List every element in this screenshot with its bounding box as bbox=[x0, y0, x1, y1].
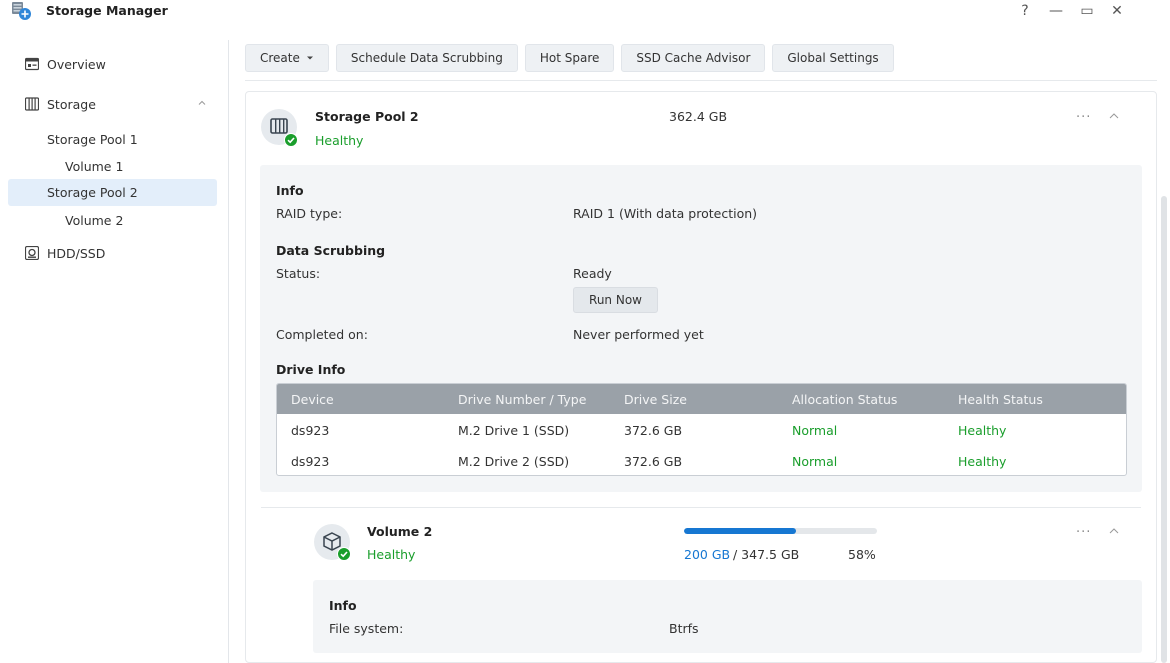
cell-drive-size: 372.6 GB bbox=[624, 454, 683, 469]
pool-status: Healthy bbox=[315, 133, 364, 148]
ssd-cache-advisor-button[interactable]: SSD Cache Advisor bbox=[621, 44, 766, 72]
sidebar-item-label: Volume 2 bbox=[65, 213, 124, 228]
sidebar-item-volume-1[interactable]: Volume 1 bbox=[8, 153, 217, 180]
cell-device: ds923 bbox=[291, 423, 330, 438]
caret-down-icon bbox=[306, 56, 313, 60]
toolbar: Create Schedule Data Scrubbing Hot Spare… bbox=[245, 44, 894, 72]
volume-used: 200 GB bbox=[684, 547, 731, 562]
scrub-status-value: Ready bbox=[573, 266, 612, 281]
chevron-up-icon[interactable] bbox=[197, 98, 207, 108]
collapse-chevron-icon[interactable] bbox=[1108, 112, 1120, 120]
column-header-health-status[interactable]: Health Status bbox=[958, 392, 1043, 407]
volume-info-title: Info bbox=[329, 598, 357, 613]
create-label: Create bbox=[260, 51, 300, 65]
maximize-button[interactable]: ▭ bbox=[1080, 3, 1094, 19]
run-now-button[interactable]: Run Now bbox=[573, 287, 658, 313]
volume-name: Volume 2 bbox=[367, 524, 433, 539]
sidebar-item-label: Storage Pool 1 bbox=[47, 132, 138, 147]
completed-on-value: Never performed yet bbox=[573, 327, 704, 342]
completed-on-label: Completed on: bbox=[276, 327, 368, 342]
healthy-check-icon bbox=[284, 133, 298, 147]
hdd-icon bbox=[25, 246, 39, 260]
storage-manager-app-icon bbox=[12, 2, 31, 20]
volume-usage-fill bbox=[684, 528, 796, 534]
sidebar-item-storage-pool-1[interactable]: Storage Pool 1 bbox=[8, 126, 217, 153]
data-scrubbing-title: Data Scrubbing bbox=[276, 243, 386, 258]
column-header-device[interactable]: Device bbox=[291, 392, 334, 407]
pool-name: Storage Pool 2 bbox=[315, 109, 419, 124]
storage-icon bbox=[25, 97, 39, 111]
table-header: Device Drive Number / Type Drive Size Al… bbox=[277, 384, 1126, 414]
title-bar: Storage Manager ? — ▭ ✕ bbox=[0, 0, 1170, 24]
file-system-value: Btrfs bbox=[669, 621, 699, 636]
sidebar-item-label: HDD/SSD bbox=[47, 246, 106, 261]
scrub-status-label: Status: bbox=[276, 266, 321, 281]
cell-drive-number: M.2 Drive 1 (SSD) bbox=[458, 423, 570, 438]
volume-total: / 347.5 GB bbox=[733, 547, 800, 562]
help-button[interactable]: ? bbox=[1021, 3, 1029, 19]
sidebar-item-label: Overview bbox=[47, 57, 106, 72]
info-section-title: Info bbox=[276, 183, 304, 198]
volume-usage-bar bbox=[684, 528, 877, 534]
scrollbar[interactable] bbox=[1161, 196, 1167, 663]
file-system-label: File system: bbox=[329, 621, 404, 636]
volume-percent: 58% bbox=[848, 547, 876, 562]
cell-health-status: Healthy bbox=[958, 423, 1007, 438]
sidebar bbox=[0, 40, 229, 663]
sidebar-item-storage[interactable]: Storage bbox=[8, 91, 217, 118]
create-button[interactable]: Create bbox=[245, 44, 329, 72]
minimize-button[interactable]: — bbox=[1049, 3, 1063, 19]
close-button[interactable]: ✕ bbox=[1111, 3, 1123, 19]
raid-type-value: RAID 1 (With data protection) bbox=[573, 206, 758, 221]
volume-collapse-chevron-icon[interactable] bbox=[1108, 527, 1120, 535]
schedule-data-scrubbing-button[interactable]: Schedule Data Scrubbing bbox=[335, 44, 518, 72]
toolbar-divider bbox=[245, 80, 1157, 81]
hot-spare-button[interactable]: Hot Spare bbox=[524, 44, 615, 72]
sidebar-item-label: Storage bbox=[47, 97, 96, 112]
cell-drive-size: 372.6 GB bbox=[624, 423, 683, 438]
drive-info-title: Drive Info bbox=[276, 362, 346, 377]
volume-more-options-icon[interactable]: ··· bbox=[1076, 525, 1092, 540]
window-title: Storage Manager bbox=[46, 3, 168, 18]
cell-drive-number: M.2 Drive 2 (SSD) bbox=[458, 454, 570, 469]
sidebar-item-label: Storage Pool 2 bbox=[47, 185, 138, 200]
column-header-allocation-status[interactable]: Allocation Status bbox=[792, 392, 898, 407]
cell-device: ds923 bbox=[291, 454, 330, 469]
cell-allocation-status: Normal bbox=[792, 423, 838, 438]
healthy-check-icon bbox=[337, 547, 351, 561]
volume-info-panel bbox=[313, 580, 1142, 653]
volume-status: Healthy bbox=[367, 547, 416, 562]
column-header-drive-size[interactable]: Drive Size bbox=[624, 392, 687, 407]
raid-type-label: RAID type: bbox=[276, 206, 343, 221]
overview-icon bbox=[25, 57, 39, 71]
drive-table: Device Drive Number / Type Drive Size Al… bbox=[276, 383, 1127, 476]
global-settings-button[interactable]: Global Settings bbox=[772, 44, 894, 72]
sidebar-item-label: Volume 1 bbox=[65, 159, 124, 174]
sidebar-item-overview[interactable]: Overview bbox=[8, 51, 217, 78]
cell-allocation-status: Normal bbox=[792, 454, 838, 469]
cell-health-status: Healthy bbox=[958, 454, 1007, 469]
volume-divider bbox=[261, 507, 1141, 508]
more-options-icon[interactable]: ··· bbox=[1076, 110, 1092, 125]
pool-size: 362.4 GB bbox=[669, 109, 728, 124]
column-header-drive-number[interactable]: Drive Number / Type bbox=[458, 392, 587, 407]
sidebar-item-storage-pool-2[interactable]: Storage Pool 2 bbox=[8, 179, 217, 206]
sidebar-item-hdd-ssd[interactable]: HDD/SSD bbox=[8, 240, 217, 267]
sidebar-item-volume-2[interactable]: Volume 2 bbox=[8, 207, 217, 234]
